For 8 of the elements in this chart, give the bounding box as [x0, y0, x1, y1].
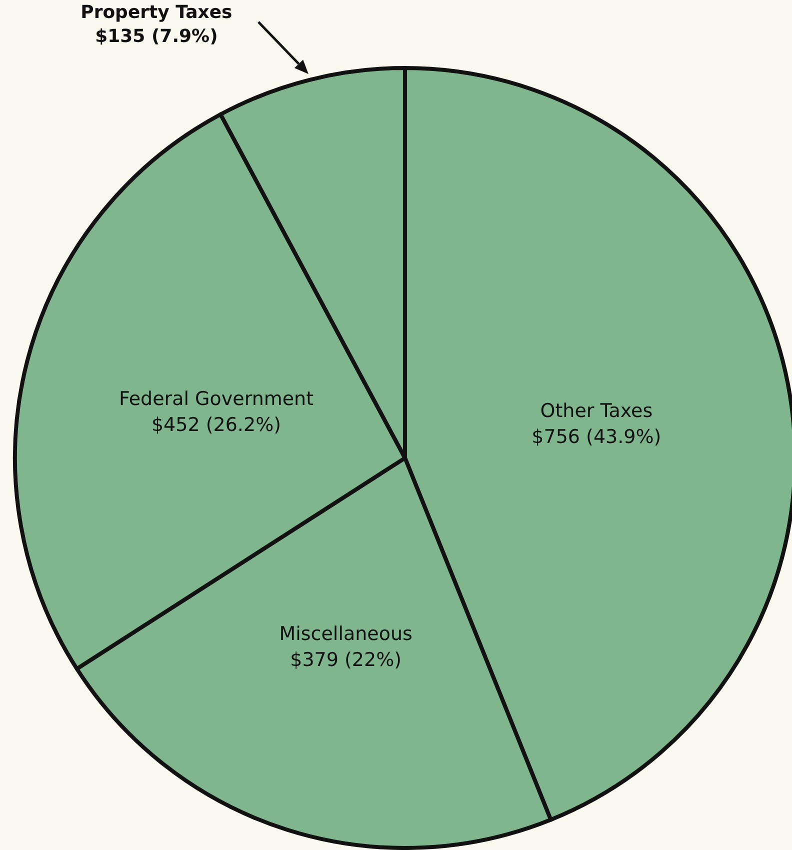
slice-label: Property Taxes — [80, 2, 232, 23]
data-label: $452 (26.2%) — [151, 414, 282, 436]
slice-label: Federal Government — [118, 388, 314, 410]
slice-label: Miscellaneous — [279, 622, 412, 645]
slice-label: Other Taxes — [540, 400, 653, 422]
data-label: $379 (22%) — [290, 648, 402, 671]
data-label: $756 (43.9%) — [532, 426, 662, 448]
data-label: $135 (7.9%) — [95, 26, 218, 47]
